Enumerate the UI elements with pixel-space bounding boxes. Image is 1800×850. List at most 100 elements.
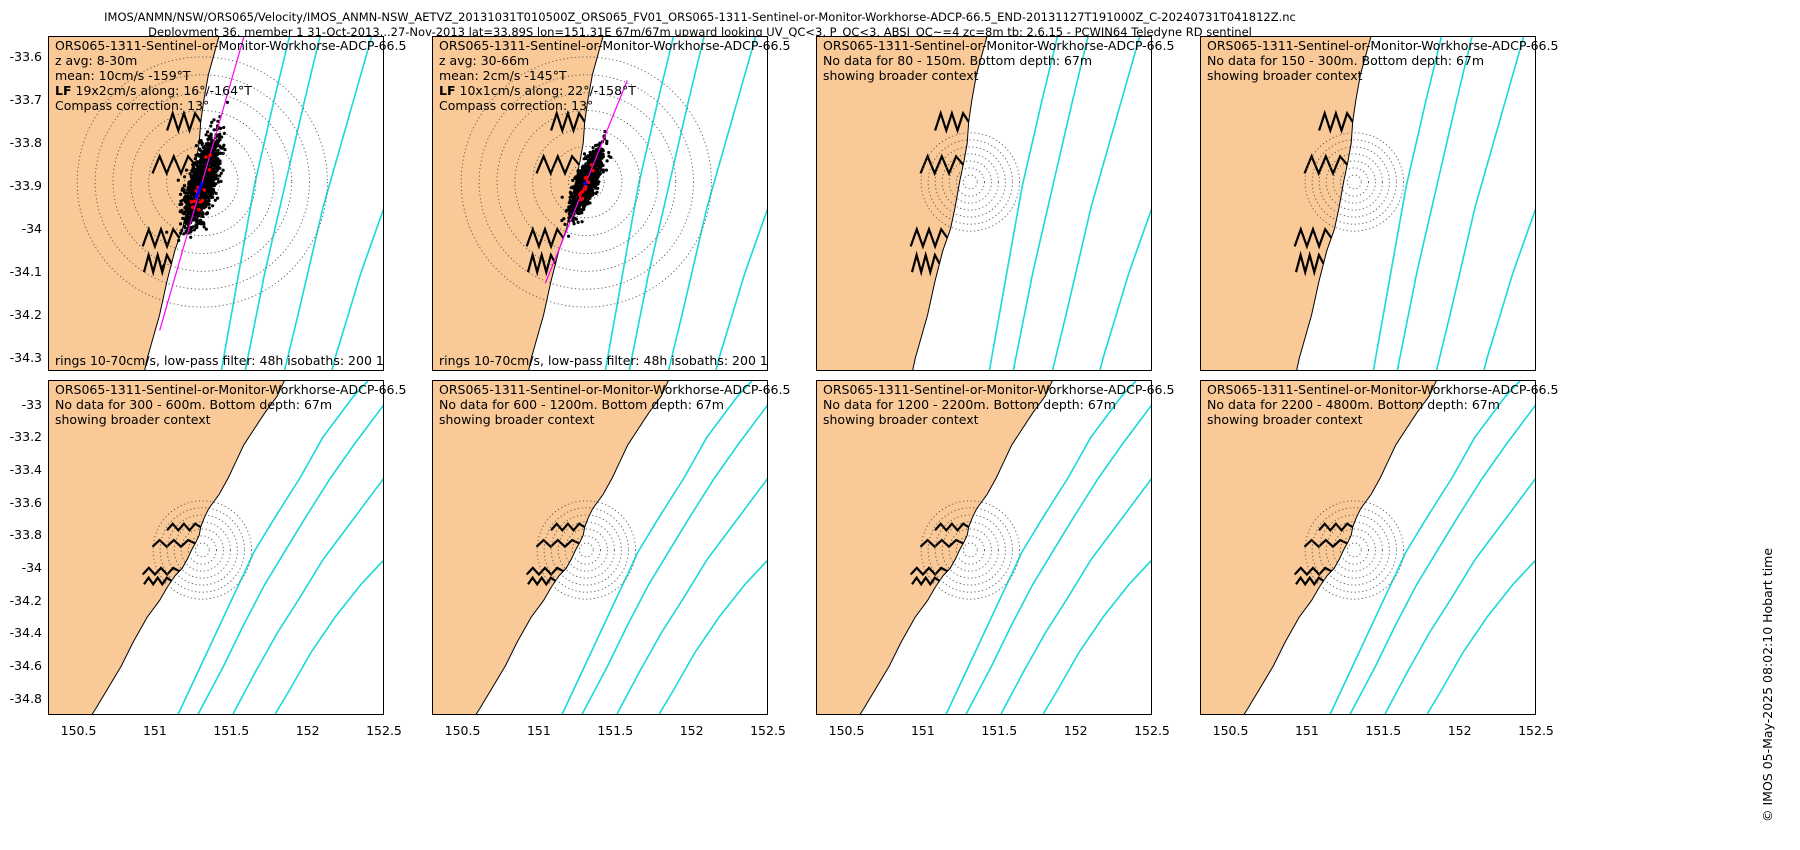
ring-20cms [955,167,985,197]
ring-70cms [76,56,328,308]
ring-50cms [550,514,622,586]
land [432,36,604,371]
isobath-200m [604,36,675,371]
y-tick-label: -34.1 [9,264,42,280]
map-plot [1200,380,1536,715]
ring-70cms [152,500,252,600]
land [1200,36,1372,371]
axes-frame [816,36,1152,371]
isobath-1000m [964,404,1152,715]
y-tick-label: -33.4 [9,461,42,477]
ring-40cms [1325,153,1383,211]
major-axis-line [544,80,628,284]
estuary-3 [141,566,180,577]
isobath-200m [944,380,1138,715]
y-tick-label: -33.9 [9,178,42,194]
y-tick-label: -33.8 [9,527,42,543]
estuary-1 [166,522,202,532]
ring-70cms [920,132,1020,232]
isobath-2000m [999,477,1152,715]
ring-30cms [948,528,992,572]
x-tick-label: 152 [295,723,320,738]
estuary-4 [911,575,941,587]
estuary-4 [142,250,173,277]
x-tick-label: 151.5 [597,723,634,738]
x-tick-label: 150.5 [444,723,481,738]
ring-60cms [927,507,1013,593]
map-plot [432,36,768,371]
isobath-4000m [714,207,768,371]
x-tick-label: 152.5 [1134,723,1170,738]
estuary-3 [141,226,181,250]
x-tick-label: 151 [526,723,551,738]
ring-60cms [94,74,310,290]
x-tick-label: 151.5 [981,723,1018,738]
map-panel-4: ORS065-1311-Sentinel-or-Monitor-Workhors… [1200,36,1558,371]
ring-30cms [532,127,641,237]
ring-20cms [187,535,217,565]
axes-frame [816,380,1152,715]
y-tick-label: -34.2 [9,307,42,323]
y-tick-label: -33 [21,396,42,412]
isobath-4000m [1098,207,1152,371]
ring-30cms [148,127,257,237]
ring-30cms [1332,528,1376,572]
ring-50cms [112,92,293,272]
ring-10cms [962,174,978,190]
speed-rings [920,132,1020,232]
ring-10cms [567,163,605,201]
isobath-4000m [657,559,768,715]
isobath-4000m [1425,559,1536,715]
ring-20cms [550,145,623,219]
map-panel-1: ORS065-1311-Sentinel-or-Monitor-Workhors… [48,36,406,371]
x-tick-label: 151.5 [1365,723,1402,738]
isobath-2000m [1383,477,1536,715]
isobath-1000m [196,404,384,715]
ring-70cms [1304,132,1404,232]
ring-60cms [927,139,1013,225]
axes-frame [432,380,768,715]
speed-rings [1304,500,1404,600]
estuary-1 [934,522,970,532]
estuary-4 [1295,575,1325,587]
land [816,36,988,371]
estuary-4 [910,250,941,277]
estuary-1 [1318,109,1354,135]
isobath-1000m [628,36,705,371]
map-plot [1200,36,1536,371]
ring-10cms [578,542,594,558]
ring-50cms [934,514,1006,586]
ring-40cms [130,110,275,254]
mean-vector [194,181,204,200]
ring-60cms [1311,139,1397,225]
speed-rings [152,500,252,600]
speed-rings [920,500,1020,600]
axes-frame [48,380,384,715]
figure-title-line2: Deployment 36, member 1 31-Oct-2013...27… [148,25,1252,39]
isobath-200m [220,36,291,371]
lowpass-points [578,163,595,202]
y-tick-label: -34.8 [9,690,42,706]
ring-40cms [557,521,615,579]
y-tick-label: -33.8 [9,135,42,151]
ring-50cms [166,514,238,586]
estuary-1 [934,109,970,135]
x-tick-label: 152 [1447,723,1472,738]
isobath-1000m [1348,404,1536,715]
x-tick-label: 150.5 [60,723,97,738]
map-plot [48,380,384,715]
y-tick-label: -34.6 [9,657,42,673]
imos-credit: © IMOS 05-May-2025 08:02:10 Hobart time [1760,547,1775,822]
estuary-3 [909,226,949,250]
axes-frame [1200,380,1536,715]
ring-40cms [941,521,999,579]
major-axis-line [159,36,245,331]
map-panel-8: ORS065-1311-Sentinel-or-Monitor-Workhors… [1200,380,1558,715]
x-tick-label: 152 [679,723,704,738]
x-tick-label: 152.5 [1518,723,1554,738]
estuary-3 [1293,566,1332,577]
map-plot [816,36,1152,371]
estuary-3 [909,566,948,577]
ring-30cms [1332,160,1376,204]
axes-frame [1200,36,1536,371]
